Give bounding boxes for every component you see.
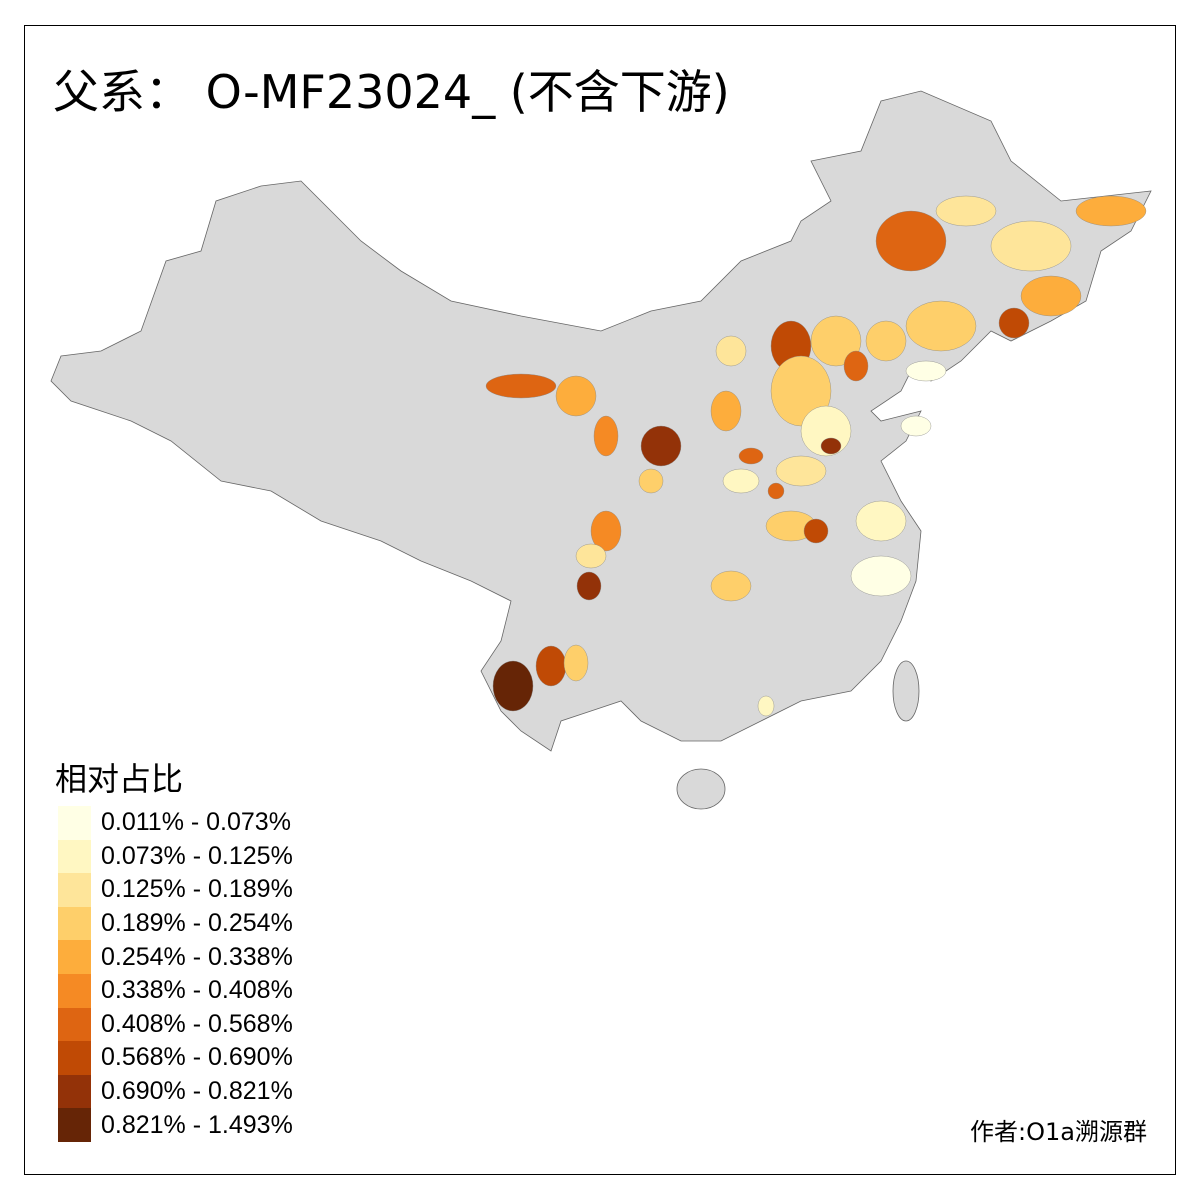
legend-label: 0.073% - 0.125% xyxy=(101,841,293,870)
legend-swatch xyxy=(58,1007,91,1042)
shaded-region xyxy=(710,570,752,602)
shaded-region xyxy=(576,571,602,601)
shaded-region xyxy=(757,695,775,717)
legend-swatch xyxy=(58,806,91,840)
shaded-region xyxy=(905,360,947,382)
map-title: 父系： O-MF23024_ (不含下游) xyxy=(53,65,730,119)
legend-item: 0.568% - 0.690% xyxy=(58,1041,293,1075)
shaded-region xyxy=(998,307,1030,339)
shaded-region xyxy=(935,195,997,227)
shaded-region xyxy=(722,468,760,494)
legend-item: 0.073% - 0.125% xyxy=(58,839,293,874)
shaded-region xyxy=(710,390,742,432)
legend-label: 0.568% - 0.690% xyxy=(101,1043,293,1072)
shaded-region xyxy=(767,482,785,500)
legend-swatch xyxy=(58,973,91,1008)
legend-item: 0.125% - 0.189% xyxy=(58,873,293,907)
author-credit: 作者:O1a溯源群 xyxy=(970,1118,1147,1146)
shaded-region xyxy=(803,518,829,544)
legend-swatch xyxy=(58,1074,91,1109)
legend-swatch xyxy=(58,1108,91,1142)
shaded-region xyxy=(775,455,827,487)
legend-label: 0.011% - 0.073% xyxy=(101,808,291,837)
legend-label: 0.408% - 0.568% xyxy=(101,1009,293,1038)
shaded-region xyxy=(640,425,682,467)
legend-swatch xyxy=(58,940,91,974)
legend-item: 0.408% - 0.568% xyxy=(58,1007,293,1042)
shaded-region xyxy=(1020,275,1082,317)
legend-item: 0.821% - 1.493% xyxy=(58,1108,293,1142)
legend-swatch xyxy=(58,873,91,907)
china-map xyxy=(50,90,1152,810)
legend-item: 0.690% - 0.821% xyxy=(58,1074,293,1109)
shaded-region xyxy=(850,555,912,597)
legend-swatch xyxy=(58,906,91,941)
shaded-region xyxy=(990,220,1072,272)
shaded-region xyxy=(875,210,947,272)
map-frame: 父系： O-MF23024_ (不含下游) 相对占比 0.011% - 0.07… xyxy=(24,25,1176,1175)
legend-item: 0.189% - 0.254% xyxy=(58,906,293,941)
shaded-region xyxy=(820,437,842,455)
shaded-region xyxy=(575,543,607,569)
shaded-region xyxy=(563,644,589,682)
legend-swatch xyxy=(58,1041,91,1075)
shaded-region xyxy=(905,300,977,352)
legend-item: 0.338% - 0.408% xyxy=(58,973,293,1008)
shaded-region xyxy=(843,350,869,382)
shaded-region xyxy=(865,320,907,362)
shaded-region xyxy=(492,660,534,712)
shaded-region xyxy=(555,375,597,417)
hainan-island xyxy=(676,768,726,810)
legend: 0.011% - 0.073% 0.073% - 0.125% 0.125% -… xyxy=(58,806,293,1142)
legend-label: 0.189% - 0.254% xyxy=(101,909,293,938)
shaded-region xyxy=(590,510,622,552)
shaded-region xyxy=(855,500,907,542)
legend-label: 0.338% - 0.408% xyxy=(101,976,293,1005)
shaded-region xyxy=(810,315,862,367)
legend-item: 0.254% - 0.338% xyxy=(58,940,293,974)
legend-label: 0.125% - 0.189% xyxy=(101,875,293,904)
shaded-region xyxy=(485,373,557,399)
taiwan-island xyxy=(892,660,920,722)
shaded-region xyxy=(738,447,764,465)
legend-title: 相对占比 xyxy=(55,760,184,798)
legend-swatch xyxy=(58,839,91,874)
legend-item: 0.011% - 0.073% xyxy=(58,806,293,840)
legend-label: 0.821% - 1.493% xyxy=(101,1110,293,1139)
legend-label: 0.690% - 0.821% xyxy=(101,1077,293,1106)
shaded-region xyxy=(1075,195,1147,227)
shaded-region xyxy=(900,415,932,437)
shaded-region xyxy=(715,335,747,367)
shaded-region xyxy=(593,415,619,457)
shaded-region xyxy=(535,645,567,687)
legend-label: 0.254% - 0.338% xyxy=(101,942,293,971)
shaded-region xyxy=(638,468,664,494)
